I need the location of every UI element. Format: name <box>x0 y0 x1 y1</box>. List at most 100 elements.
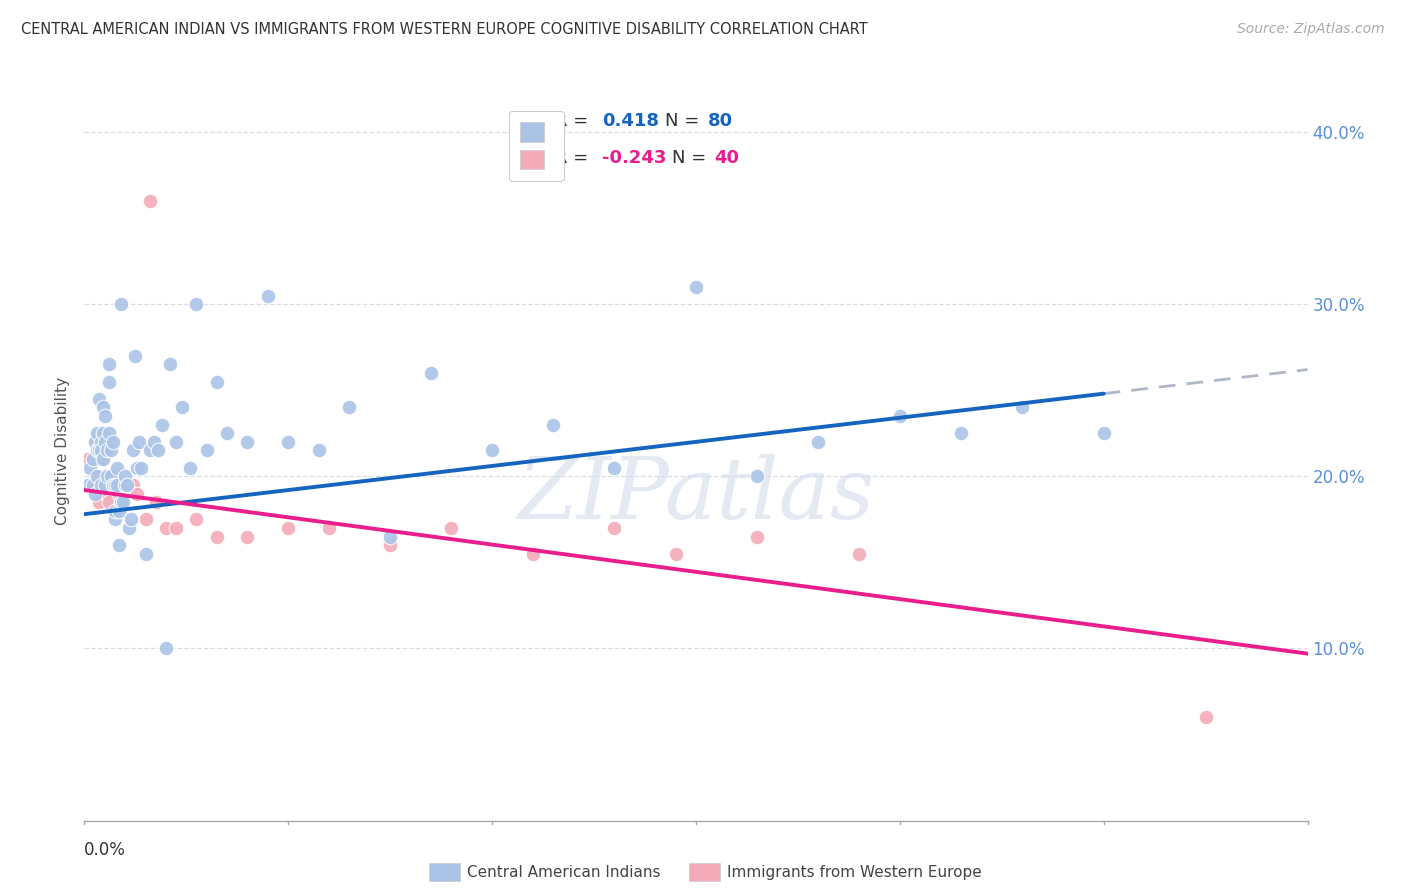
Point <box>96 443 118 458</box>
Point <box>87 392 110 406</box>
Point <box>146 443 169 458</box>
Point <box>122 443 145 458</box>
Text: 0.0%: 0.0% <box>84 841 127 859</box>
Point <box>100 469 122 483</box>
Point <box>440 521 463 535</box>
Point <box>83 486 105 500</box>
Point <box>90 478 112 492</box>
Point <box>950 426 973 441</box>
Point <box>86 469 108 483</box>
Point <box>236 530 259 544</box>
Point <box>100 443 122 458</box>
Text: 40: 40 <box>714 149 740 167</box>
Text: ZIPatlas: ZIPatlas <box>517 453 875 536</box>
Point <box>135 512 157 526</box>
Text: R =: R = <box>555 112 595 130</box>
Point <box>603 460 626 475</box>
Point <box>179 460 201 475</box>
Point <box>104 512 127 526</box>
Y-axis label: Cognitive Disability: Cognitive Disability <box>55 376 70 524</box>
Point <box>138 194 160 208</box>
Point <box>127 460 149 475</box>
Point <box>108 504 131 518</box>
Point <box>114 478 136 492</box>
Point <box>83 434 105 449</box>
Point <box>108 486 131 500</box>
Point <box>110 495 132 509</box>
Point <box>93 478 115 492</box>
Point <box>82 478 104 492</box>
Point <box>308 443 330 458</box>
Point <box>96 486 118 500</box>
Point <box>122 478 145 492</box>
Point <box>79 460 101 475</box>
Point <box>205 530 228 544</box>
Point <box>685 280 707 294</box>
Text: CENTRAL AMERICAN INDIAN VS IMMIGRANTS FROM WESTERN EUROPE COGNITIVE DISABILITY C: CENTRAL AMERICAN INDIAN VS IMMIGRANTS FR… <box>21 22 868 37</box>
Point <box>118 521 141 535</box>
Point <box>236 434 259 449</box>
Point <box>1011 401 1033 415</box>
Point <box>105 469 128 483</box>
Point <box>110 495 132 509</box>
Point <box>155 641 177 656</box>
Point <box>848 547 870 561</box>
Text: 0.418: 0.418 <box>602 112 659 130</box>
Legend: , : , <box>509 111 564 181</box>
Point <box>127 486 149 500</box>
Point <box>91 426 114 441</box>
Point <box>186 512 208 526</box>
Point <box>138 443 160 458</box>
Text: Immigrants from Western Europe: Immigrants from Western Europe <box>727 865 981 880</box>
Point <box>118 478 141 492</box>
Point <box>195 443 218 458</box>
Point <box>1092 426 1115 441</box>
Point <box>380 530 402 544</box>
Point <box>131 460 153 475</box>
Point <box>420 366 443 380</box>
Point <box>97 495 120 509</box>
Point <box>104 504 127 518</box>
Point <box>665 547 688 561</box>
Text: -0.243: -0.243 <box>602 149 666 167</box>
Point <box>97 426 120 441</box>
Point <box>108 538 131 552</box>
Point <box>159 357 181 371</box>
Point <box>97 375 120 389</box>
Point <box>90 434 112 449</box>
Point <box>77 478 100 492</box>
Point <box>145 495 167 509</box>
Point <box>93 409 115 423</box>
Point <box>257 288 280 302</box>
Point <box>91 452 114 467</box>
Point <box>128 434 150 449</box>
Point <box>277 434 299 449</box>
Point <box>277 521 299 535</box>
Point <box>90 443 112 458</box>
Point <box>110 297 132 311</box>
Point <box>543 417 565 432</box>
Point <box>91 401 114 415</box>
Point <box>90 443 112 458</box>
Text: Central American Indians: Central American Indians <box>467 865 661 880</box>
Point <box>105 460 128 475</box>
Point <box>114 478 136 492</box>
Point <box>86 443 108 458</box>
Point <box>380 538 402 552</box>
Point <box>186 297 208 311</box>
Point <box>87 495 110 509</box>
Point <box>104 478 127 492</box>
Point <box>115 478 138 492</box>
Point <box>114 469 136 483</box>
Point <box>83 434 105 449</box>
Point <box>165 434 187 449</box>
Point <box>747 469 769 483</box>
Point <box>93 434 115 449</box>
Point <box>93 478 115 492</box>
Point <box>522 547 544 561</box>
Point <box>155 521 177 535</box>
Point <box>101 478 124 492</box>
Text: 80: 80 <box>709 112 734 130</box>
Point <box>105 478 128 492</box>
Point <box>165 521 187 535</box>
